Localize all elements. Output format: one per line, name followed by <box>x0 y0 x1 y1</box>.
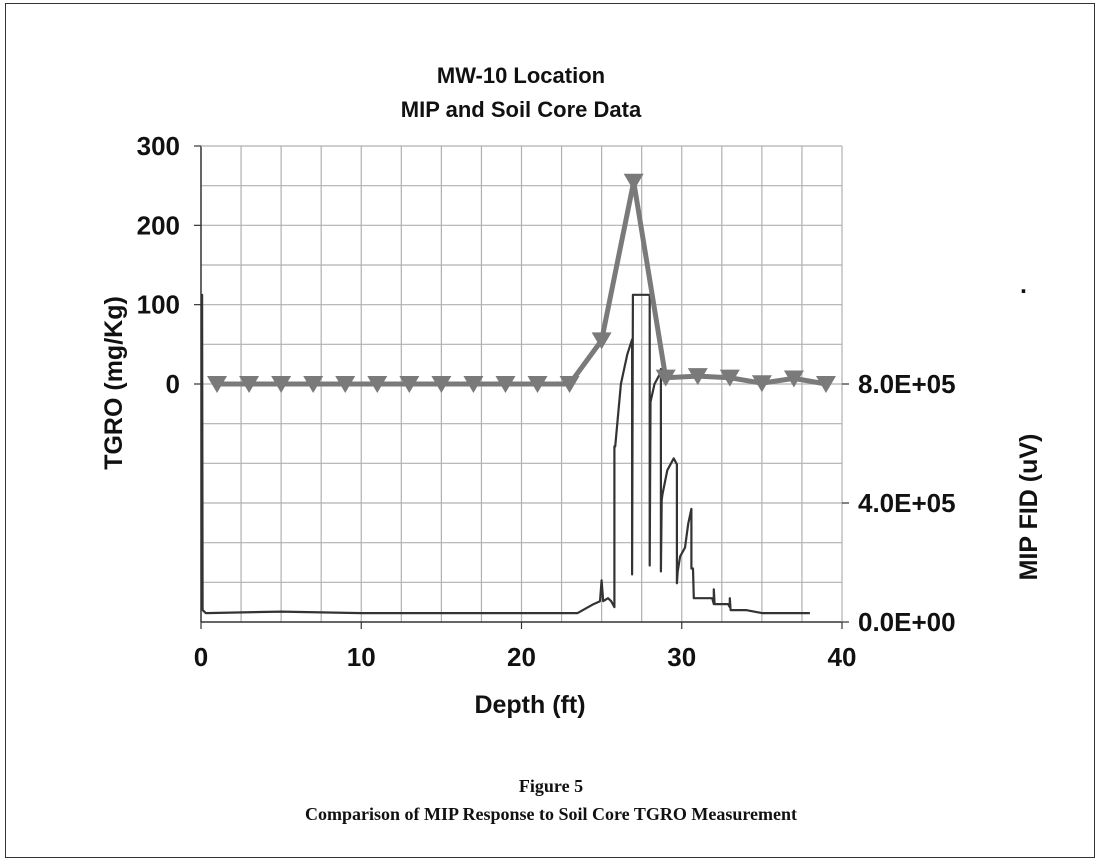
x-tick-label: 0 <box>194 642 208 672</box>
tgro-marker <box>239 376 260 393</box>
tgro-marker <box>207 376 228 393</box>
mip-fid-line <box>200 293 810 615</box>
tgro-marker <box>367 376 388 393</box>
x-tick-label: 10 <box>347 642 376 672</box>
x-tick-label: 30 <box>667 642 696 672</box>
tgro-marker <box>431 376 452 393</box>
tgro-marker <box>559 376 580 393</box>
stray-mark: . <box>1020 271 1027 299</box>
chart-title-line-2: MIP and Soil Core Data <box>401 97 642 122</box>
y-axis-right-label: MIP FID (uV) <box>1015 434 1043 581</box>
y-right-tick-label: 0.0E+00 <box>858 607 956 637</box>
mip-series <box>200 293 810 615</box>
tgro-series <box>207 173 836 393</box>
figure-caption: Comparison of MIP Response to Soil Core … <box>305 804 797 824</box>
tgro-marker <box>751 375 772 393</box>
tgro-marker <box>815 376 836 393</box>
tgro-marker <box>687 368 708 386</box>
y-right-tick-label: 4.0E+05 <box>858 488 956 518</box>
y-right-tick-label: 8.0E+05 <box>858 369 956 399</box>
tgro-marker <box>655 369 676 387</box>
tgro-marker <box>719 369 740 387</box>
tgro-marker <box>623 173 644 191</box>
y-left-tick-label: 300 <box>137 131 180 161</box>
tgro-marker <box>527 376 548 393</box>
tgro-marker <box>335 376 356 393</box>
tick-labels: 0 10 20 30 40 0 100 200 300 0.0E+00 4.0E+05 8.0E+05 <box>137 131 956 672</box>
tgro-marker <box>463 376 484 393</box>
y-left-tick-label: 100 <box>137 290 180 320</box>
tgro-marker <box>783 370 804 388</box>
y-axis-left-label: TGRO (mg/Kg) <box>100 296 128 470</box>
chart-title-line-1: MW-10 Location <box>437 63 605 88</box>
x-tick-label: 40 <box>828 642 857 672</box>
tgro-marker <box>495 376 516 393</box>
x-axis-label: Depth (ft) <box>474 691 585 719</box>
tgro-marker <box>399 376 420 393</box>
y-left-tick-label: 0 <box>166 369 180 399</box>
y-left-tick-label: 200 <box>137 210 180 240</box>
tgro-marker <box>303 376 324 393</box>
figure-number: Figure 5 <box>518 776 584 796</box>
tgro-marker <box>271 376 292 393</box>
x-tick-label: 20 <box>507 642 536 672</box>
tgro-marker <box>591 332 612 350</box>
